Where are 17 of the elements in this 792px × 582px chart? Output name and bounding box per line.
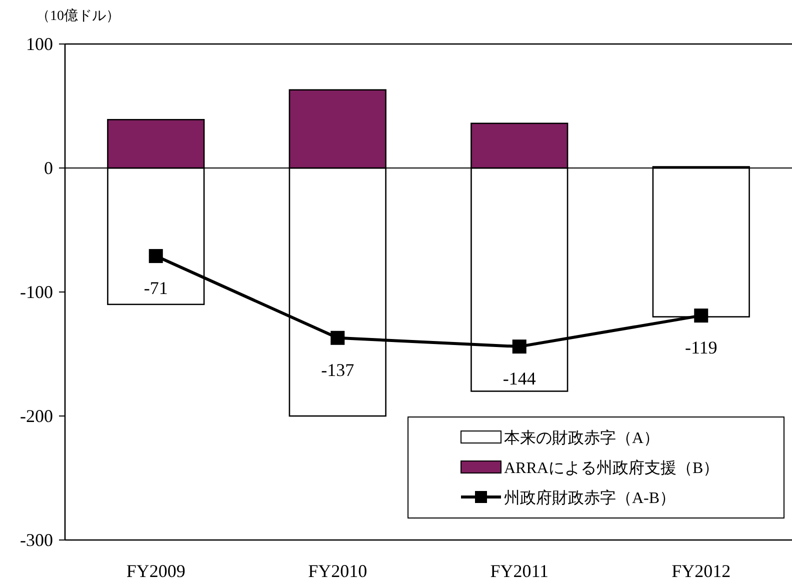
legend-label: 州政府財政赤字（A-B）	[504, 489, 676, 507]
legend-label: 本来の財政赤字（A）	[504, 429, 660, 447]
y-tick-label: -200	[20, 406, 53, 426]
data-label: -137	[321, 360, 354, 380]
x-tick-label: FY2009	[126, 561, 186, 581]
y-tick-label: -300	[20, 530, 53, 550]
data-label: -144	[502, 368, 536, 389]
x-tick-label: FY2012	[672, 561, 731, 581]
legend-label: ARRAによる州政府支援（B）	[504, 459, 720, 477]
data-label: -71	[144, 278, 168, 298]
y-tick-label: -100	[20, 282, 53, 302]
x-tick-label: FY2011	[490, 561, 549, 581]
y-tick-label: 100	[26, 34, 53, 54]
y-tick-label: 0	[44, 158, 53, 178]
data-label: -119	[684, 338, 718, 358]
y-axis-title: （10億ドル）	[36, 8, 120, 24]
x-tick-label: FY2010	[308, 561, 368, 581]
